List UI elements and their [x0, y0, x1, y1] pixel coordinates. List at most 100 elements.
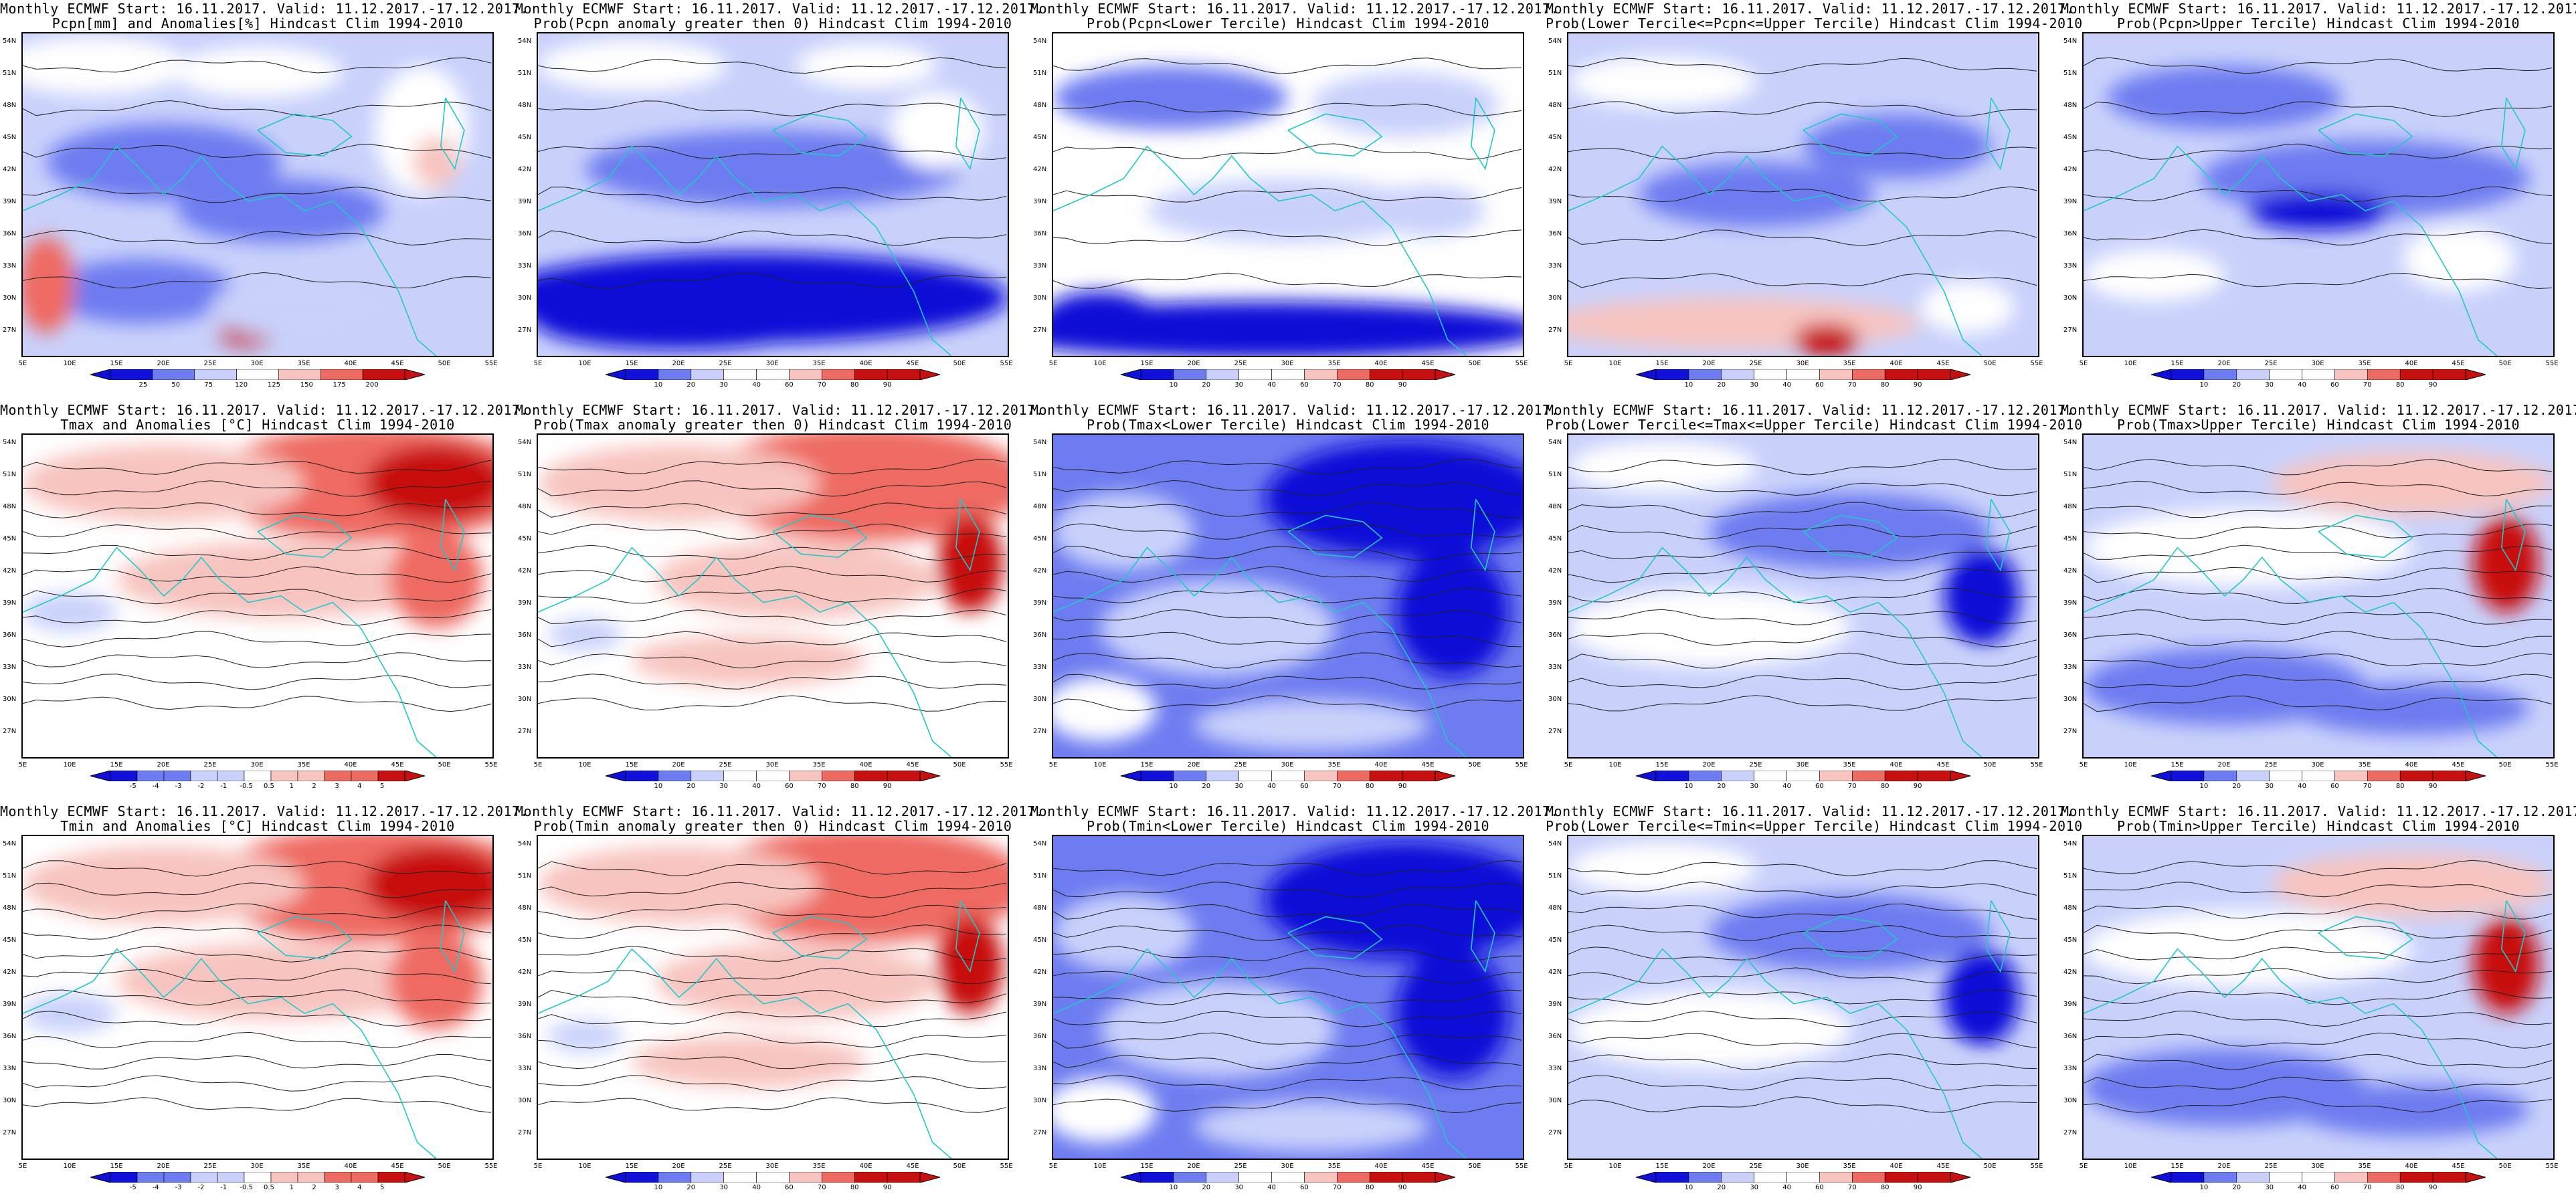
latitude-label: 42N: [1548, 567, 1562, 575]
longitude-label: 35E: [812, 761, 826, 769]
longitude-label: 20E: [672, 360, 685, 367]
longitude-label: 15E: [1655, 360, 1669, 367]
latitude-label: 39N: [3, 1001, 17, 1008]
latitude-label: 42N: [1033, 567, 1047, 575]
longitude-label: 30E: [1796, 761, 1809, 769]
colorbar-tick-label: 10: [2199, 1184, 2209, 1191]
latitude-label: 33N: [1033, 262, 1047, 270]
colorbar-tick-label: 30: [719, 783, 729, 790]
colorbar-tick-label: 70: [817, 381, 826, 389]
latitude-label: 27N: [2063, 326, 2078, 334]
latitude-label: 51N: [1548, 471, 1562, 478]
longitude-label: 10E: [2124, 360, 2137, 367]
latitude-label: 42N: [3, 567, 17, 575]
colorbar-tick-label: 3: [335, 1184, 339, 1191]
colorbar-tick-label: 2: [312, 1184, 316, 1191]
colorbar-tick-label: 60: [1300, 1184, 1309, 1191]
colorbar-tick-label: 5: [380, 1184, 385, 1191]
panel-title: Monthly ECMWF Start: 16.11.2017. Valid: …: [1546, 803, 2075, 819]
longitude-label: 15E: [110, 761, 123, 769]
longitude-label: 50E: [2498, 360, 2512, 367]
longitude-label: 25E: [1749, 761, 1762, 769]
longitude-label: 35E: [297, 1163, 310, 1170]
colorbar-tick-label: 1: [289, 1184, 294, 1191]
colorbar-tick-label: 10: [1169, 1184, 1178, 1191]
latitude-label: 42N: [518, 166, 532, 173]
longitude-label: 40E: [1374, 761, 1388, 769]
colorbar-tick-label: 60: [1300, 381, 1309, 389]
latitude-label: 48N: [1548, 904, 1562, 912]
longitude-label: 50E: [438, 761, 451, 769]
latitude-label: 39N: [2063, 599, 2078, 607]
longitude-label: 10E: [1608, 1163, 1622, 1170]
longitude-label: 55E: [1000, 761, 1013, 769]
longitude-label: 5E: [1048, 1163, 1058, 1170]
longitude-label: 40E: [1374, 1163, 1388, 1170]
colorbar: 10 20 30 40 60 70 80 90: [2151, 771, 2486, 793]
latitude-label: 36N: [518, 1033, 532, 1040]
colorbar-tick-label: 90: [1913, 1184, 1922, 1191]
colorbar: 10 20 30 40 60 70 80 90: [1121, 1172, 1455, 1195]
forecast-map: [2082, 835, 2555, 1160]
map-panel: Monthly ECMWF Start: 16.11.2017. Valid: …: [1030, 0, 1559, 401]
latitude-label: 36N: [1548, 1033, 1562, 1040]
colorbar-tick-label: 30: [1234, 381, 1244, 389]
longitude-label: 50E: [1983, 360, 1997, 367]
longitude-label: 30E: [1281, 360, 1294, 367]
colorbar-tick-label: 80: [2395, 1184, 2405, 1191]
longitude-label: 45E: [1421, 761, 1435, 769]
colorbar-tick-label: 70: [1332, 381, 1342, 389]
forecast-map: [1567, 835, 2039, 1160]
colorbar-tick-label: 90: [1913, 783, 1922, 790]
colorbar: -5 -4 -3 -2 -1 -0.5 0.5 1 2 3 4 5: [90, 1172, 425, 1195]
latitude-label: 30N: [1033, 1097, 1047, 1104]
latitude-label: 54N: [2063, 840, 2078, 847]
longitude-label: 10E: [1093, 360, 1107, 367]
latitude-label: 30N: [1548, 294, 1562, 302]
longitude-label: 55E: [484, 360, 498, 367]
longitude-label: 15E: [2171, 360, 2184, 367]
longitude-label: 15E: [625, 1163, 638, 1170]
latitude-label: 42N: [2063, 166, 2078, 173]
forecast-map: [1567, 32, 2039, 357]
latitude-label: 54N: [3, 439, 17, 446]
latitude-label: 39N: [1033, 1001, 1047, 1008]
longitude-label: 55E: [2030, 360, 2043, 367]
colorbar-tick-label: 60: [1815, 1184, 1824, 1191]
longitude-label: 15E: [1655, 761, 1669, 769]
colorbar-tick-label: 30: [1750, 381, 1759, 389]
latitude-label: 45N: [1033, 936, 1047, 944]
latitude-label: 39N: [3, 599, 17, 607]
longitude-label: 20E: [672, 761, 685, 769]
latitude-label: 54N: [1548, 439, 1562, 446]
longitude-label: 25E: [719, 360, 732, 367]
longitude-label: 15E: [1140, 761, 1154, 769]
colorbar-tick-label: 4: [357, 1184, 362, 1191]
colorbar: -5 -4 -3 -2 -1 -0.5 0.5 1 2 3 4 5: [90, 771, 425, 793]
longitude-label: 30E: [250, 761, 264, 769]
longitude-label: 45E: [1421, 1163, 1435, 1170]
latitude-label: 30N: [1033, 696, 1047, 703]
latitude-label: 39N: [1548, 1001, 1562, 1008]
latitude-label: 45N: [3, 535, 17, 542]
latitude-label: 48N: [1548, 503, 1562, 510]
latitude-label: 33N: [1548, 664, 1562, 671]
colorbar-tick-label: 90: [2428, 1184, 2437, 1191]
longitude-label: 45E: [1936, 1163, 1950, 1170]
colorbar-tick-label: 90: [883, 783, 892, 790]
latitude-label: 51N: [518, 872, 532, 880]
colorbar-tick-label: 40: [752, 783, 761, 790]
longitude-label: 30E: [2311, 1163, 2324, 1170]
latitude-label: 45N: [3, 936, 17, 944]
panel-subtitle: Pcpn[mm] and Anomalies[%] Hindcast Clim …: [52, 15, 464, 31]
latitude-label: 33N: [3, 664, 17, 671]
panel-title: Monthly ECMWF Start: 16.11.2017. Valid: …: [515, 803, 1044, 819]
map-panel: Monthly ECMWF Start: 16.11.2017. Valid: …: [2061, 0, 2576, 401]
longitude-label: 30E: [250, 360, 264, 367]
latitude-label: 39N: [2063, 198, 2078, 205]
longitude-label: 35E: [1843, 360, 1856, 367]
latitude-label: 48N: [518, 503, 532, 510]
colorbar-tick-label: 30: [2265, 783, 2274, 790]
longitude-label: 15E: [1140, 1163, 1154, 1170]
longitude-label: 5E: [2079, 1163, 2088, 1170]
